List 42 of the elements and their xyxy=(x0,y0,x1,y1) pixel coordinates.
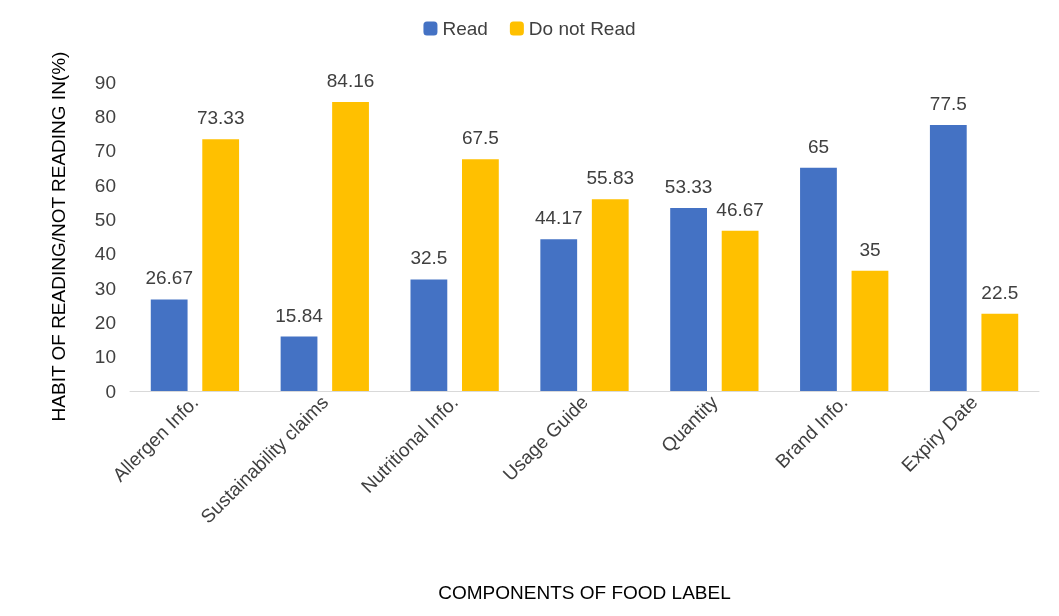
data-label: 65 xyxy=(807,135,830,157)
data-label: 53.33 xyxy=(664,175,713,197)
bar xyxy=(721,230,759,391)
y-tick-label: 30 xyxy=(94,277,116,299)
data-label: 84.16 xyxy=(326,70,375,92)
y-tick-label: 60 xyxy=(94,174,116,196)
data-label: 22.5 xyxy=(981,281,1019,303)
data-label: 15.84 xyxy=(275,304,324,326)
y-tick-label: 90 xyxy=(94,71,116,93)
bar xyxy=(851,270,889,391)
y-tick-label: 0 xyxy=(105,380,116,402)
bar xyxy=(410,279,448,391)
y-axis-title: HABIT OF READING/NOT READING IN(%) xyxy=(48,51,69,422)
bar xyxy=(462,159,499,391)
data-label: 46.67 xyxy=(716,198,764,220)
data-label: 32.5 xyxy=(410,247,448,269)
y-tick-label: 50 xyxy=(94,208,116,230)
y-tick-label: 10 xyxy=(94,346,116,368)
y-tick-label: 80 xyxy=(94,105,116,127)
y-tick-label: 20 xyxy=(94,311,116,333)
legend-label: Read xyxy=(442,18,488,39)
data-label: 26.67 xyxy=(145,267,193,289)
bar xyxy=(981,313,1019,391)
bar xyxy=(540,239,578,391)
data-label: 44.17 xyxy=(534,207,583,229)
y-tick-label: 70 xyxy=(94,140,116,162)
bar xyxy=(929,124,967,391)
data-label: 55.83 xyxy=(586,167,635,189)
bar xyxy=(800,167,837,391)
bar xyxy=(332,102,369,391)
bar xyxy=(202,139,240,391)
bar xyxy=(280,336,318,391)
x-axis-title: COMPONENTS OF FOOD LABEL xyxy=(438,582,731,603)
data-label: 73.33 xyxy=(196,107,245,129)
bar xyxy=(591,199,629,391)
data-label: 67.5 xyxy=(461,127,499,149)
bar xyxy=(150,299,188,391)
y-tick-label: 40 xyxy=(94,243,116,265)
bar xyxy=(670,207,707,391)
data-label: 35 xyxy=(859,238,881,260)
data-label: 77.5 xyxy=(929,92,967,114)
legend-label: Do not Read xyxy=(528,18,636,39)
